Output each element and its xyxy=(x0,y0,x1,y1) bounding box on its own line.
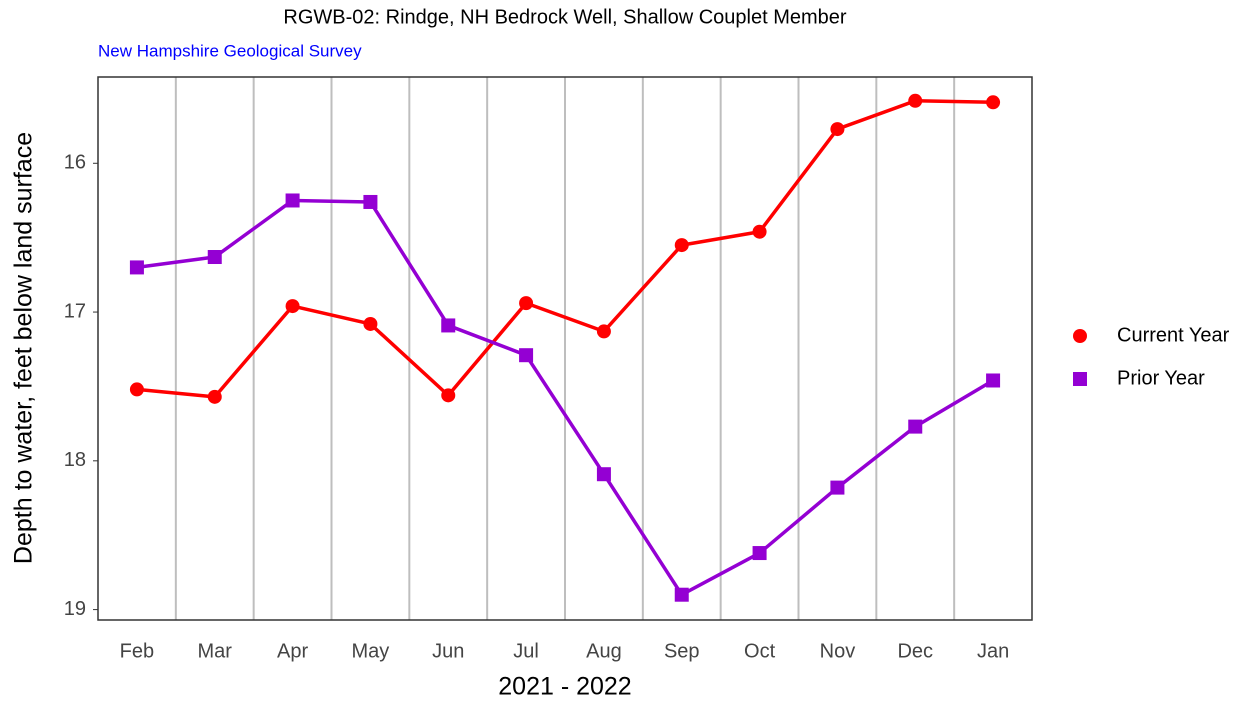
point xyxy=(986,95,1001,110)
legend-label: Prior Year xyxy=(1117,367,1205,389)
y-tick-label: 16 xyxy=(64,152,86,174)
y-axis-label: Depth to water, feet below land surface xyxy=(10,132,38,564)
x-tick-label: Jun xyxy=(432,640,464,662)
point xyxy=(830,122,845,137)
x-tick-label: Nov xyxy=(820,640,856,662)
x-tick-label: May xyxy=(352,640,390,662)
point xyxy=(519,296,534,311)
x-tick-label: Mar xyxy=(198,640,233,662)
legend-label: Current Year xyxy=(1117,324,1230,346)
series-line xyxy=(136,198,994,597)
chart-title: RGWB-02: Rindge, NH Bedrock Well, Shallo… xyxy=(283,6,847,28)
x-axis-label: 2021 - 2022 xyxy=(498,673,631,701)
point xyxy=(752,546,767,561)
chart-subtitle: New Hampshire Geological Survey xyxy=(98,41,362,60)
point xyxy=(363,316,378,331)
point xyxy=(363,194,378,209)
x-tick-label: Dec xyxy=(897,640,933,662)
series-line xyxy=(136,99,994,399)
y-tick-label: 17 xyxy=(64,300,86,322)
point xyxy=(908,419,923,434)
point xyxy=(752,224,767,239)
point xyxy=(207,389,222,404)
point xyxy=(596,467,611,482)
point xyxy=(285,193,300,208)
point xyxy=(986,373,1001,388)
point xyxy=(441,388,456,403)
point xyxy=(129,382,144,397)
point xyxy=(285,299,300,314)
x-tick-label: Oct xyxy=(744,640,776,662)
x-tick-label: Apr xyxy=(277,640,308,662)
x-tick-label: Jan xyxy=(977,640,1009,662)
legend-marker xyxy=(1073,372,1087,386)
point xyxy=(519,348,534,363)
y-tick-label: 18 xyxy=(64,449,86,471)
point xyxy=(207,250,222,265)
y-tick-label: 19 xyxy=(64,598,86,620)
point xyxy=(441,318,456,333)
legend-marker xyxy=(1073,329,1087,343)
plot-border xyxy=(97,76,1033,621)
x-tick-label: Sep xyxy=(664,640,700,662)
point xyxy=(596,324,611,339)
point xyxy=(830,480,845,495)
x-tick-label: Aug xyxy=(586,640,622,662)
point xyxy=(674,587,689,602)
point xyxy=(674,238,689,253)
x-tick-label: Jul xyxy=(513,640,539,662)
point xyxy=(129,260,144,275)
point xyxy=(908,93,923,108)
x-tick-label: Feb xyxy=(120,640,154,662)
